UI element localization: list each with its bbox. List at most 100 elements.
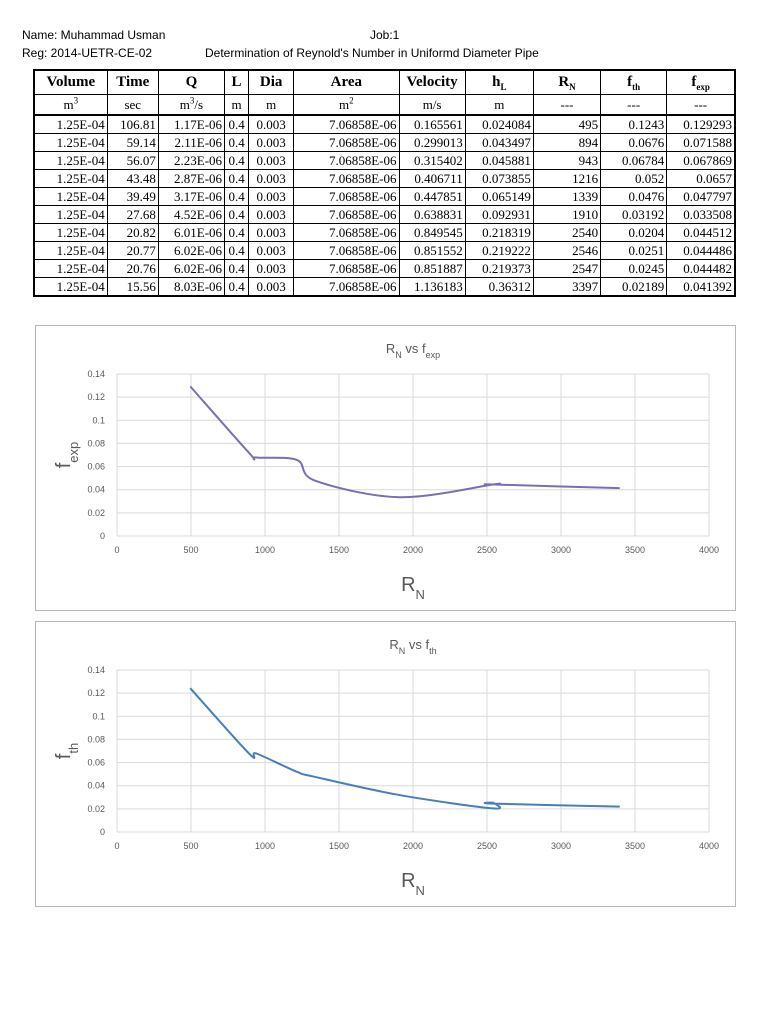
table-cell: 0.044486 [666,241,736,260]
table-cell: 1.136183 [398,277,466,297]
x-tick-label: 2000 [403,545,423,555]
y-tick-label: 0 [100,827,105,837]
table-cell: 0.129293 [666,114,736,134]
table-cell: 0.1243 [600,114,668,134]
table-cell: 0.045881 [464,151,534,170]
column-header-label: Q [185,74,198,90]
table-cell: 0.06784 [600,151,668,170]
results-table: Volume Time Q L Dia Area Velocity hL RN fth fexp m… [33,69,736,297]
table-cell: 0.003 [248,241,295,260]
table-cell: 0.4 [224,277,250,297]
table-cell: 1.25E-04 [33,187,108,206]
table-cell: 0.4 [224,133,250,152]
table-cell: 7.06858E-06 [293,114,400,134]
table-cell: 1.25E-04 [33,241,108,260]
table-cell: 1216 [532,169,602,188]
table-cell: 2546 [532,241,602,260]
column-unit-2: m3/s [157,94,226,116]
table-cell: 495 [532,114,602,134]
column-unit-label: sec [124,97,142,112]
table-cell: 0.315402 [398,151,466,170]
y-tick-label: 0.04 [87,781,105,791]
column-header-7: hL [464,69,534,95]
table-cell: 2547 [532,259,602,278]
y-tick-label: 0.08 [87,438,105,448]
x-tick-label: 1000 [255,841,275,851]
table-cell: 0.218319 [464,223,534,242]
table-cell: 1.25E-04 [33,133,108,152]
column-header-subscript: th [632,82,641,92]
table-cell: 2.87E-06 [157,169,226,188]
series-line-0 [189,385,620,499]
table-cell: 39.49 [106,187,159,206]
x-tick-label: 0 [114,545,119,555]
student-name: Name: Muhammad Usman [22,28,166,42]
table-cell: 0.4 [224,223,250,242]
table-cell: 1.25E-04 [33,277,108,297]
table-row: 1.25E-04 20.77 6.02E-06 0.4 0.003 7.06858E-06… [33,241,736,260]
table-cell: 4.52E-06 [157,205,226,224]
table-cell: 0.003 [248,259,295,278]
table-cell: 0.044482 [666,259,736,278]
column-header-label: Velocity [406,74,458,90]
table-cell: 1.25E-04 [33,151,108,170]
x-tick-label: 4000 [699,545,719,555]
column-header-0: Volume [33,69,108,95]
x-tick-label: 4000 [699,841,719,851]
table-row: 1.25E-04 20.76 6.02E-06 0.4 0.003 7.06858E-06… [33,259,736,278]
table-cell: 0.003 [248,133,295,152]
column-unit-label: m [231,97,242,112]
table-cell: 0.047797 [666,187,736,206]
column-unit-4: m [248,94,295,116]
table-cell: 0.4 [224,205,250,224]
table-cell: 1.25E-04 [33,205,108,224]
table-cell: 7.06858E-06 [293,187,400,206]
table-cell: 3397 [532,277,602,297]
table-cell: 2.23E-06 [157,151,226,170]
table-row: 1.25E-04 39.49 3.17E-06 0.4 0.003 7.06858E-06… [33,187,736,206]
table-cell: 0.4 [224,151,250,170]
y-tick-label: 0.1 [92,711,105,721]
y-tick-label: 0.12 [87,392,105,402]
table-cell: 3.17E-06 [157,187,226,206]
column-header-subscript: exp [696,82,710,92]
table-cell: 0.638831 [398,205,466,224]
table-row: 1.25E-04 106.81 1.17E-06 0.4 0.003 7.06858E-0… [33,114,736,134]
table-cell: 106.81 [106,114,159,134]
table-cell: 0.447851 [398,187,466,206]
table-cell: 0.851552 [398,241,466,260]
x-tick-label: 2000 [403,841,423,851]
unit-header-row: m3 sec m3/s m m m2 m/s m --- --- --- [33,94,736,116]
column-header-label: R [558,74,570,90]
column-unit-superscript: 3 [73,95,79,106]
table-cell: 59.14 [106,133,159,152]
y-tick-label: 0.12 [87,688,105,698]
column-header-4: Dia [248,69,295,95]
table-cell: 0.003 [248,187,295,206]
column-header-subscript: N [569,82,576,92]
table-cell: 7.06858E-06 [293,241,400,260]
x-tick-label: 2500 [477,841,497,851]
x-tick-label: 1500 [329,841,349,851]
table-cell: 0.003 [248,205,295,224]
column-unit-10: --- [666,94,736,116]
column-unit-1: sec [106,94,159,116]
column-unit-label: --- [694,97,708,112]
table-cell: 0.065149 [464,187,534,206]
table-cell: 1910 [532,205,602,224]
table-cell: 0.165561 [398,114,466,134]
table-cell: 6.01E-06 [157,223,226,242]
table-cell: 0.041392 [666,277,736,297]
chart-rn-vs-fth: 0 0.02 0.04 0.06 0.08 0.1 0.12 0.14 0 500 1000 1500… [35,621,736,907]
table-cell: 1.25E-04 [33,114,108,134]
table-cell: 7.06858E-06 [293,169,400,188]
x-tick-label: 3000 [551,545,571,555]
table-cell: 7.06858E-06 [293,277,400,297]
column-header-label: Volume [46,74,96,90]
column-unit-label: m [494,97,505,112]
column-unit-label: --- [560,97,574,112]
chart-title: RN vs fth [389,637,436,656]
y-tick-label: 0.14 [87,665,105,675]
table-cell: 0.071588 [666,133,736,152]
table-cell: 0.044512 [666,223,736,242]
